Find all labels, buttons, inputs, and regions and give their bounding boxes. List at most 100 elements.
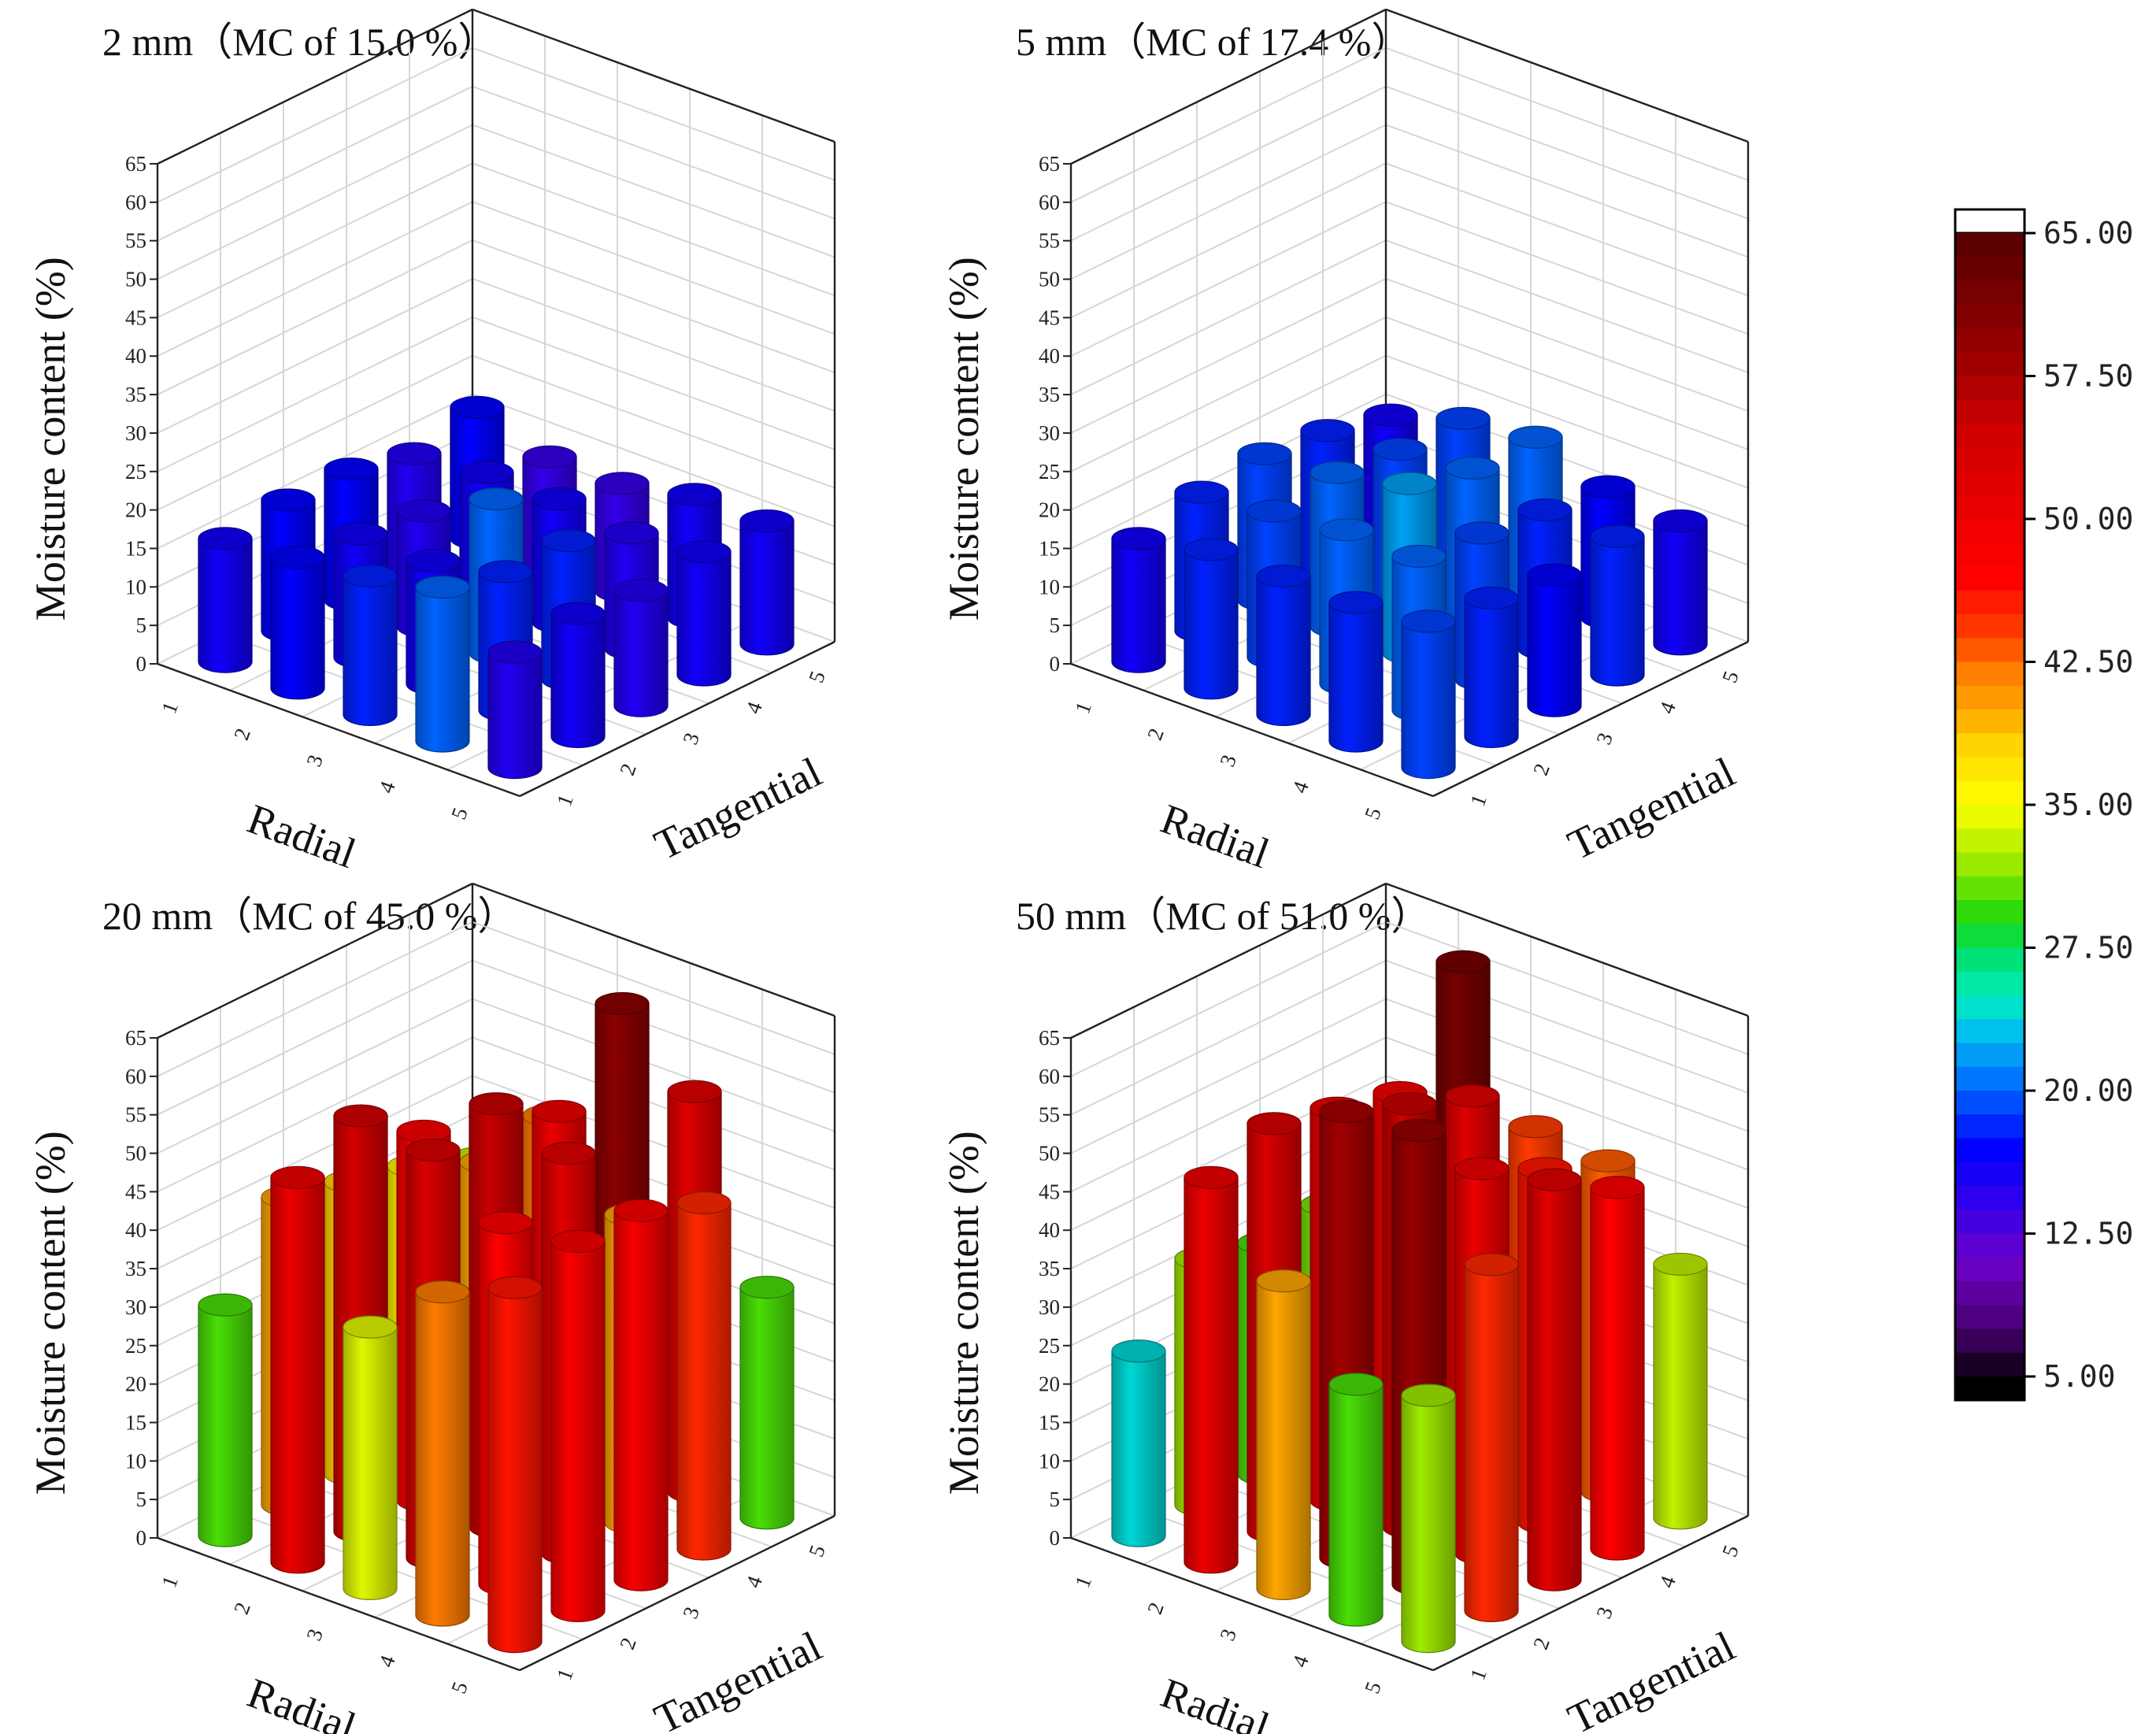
z-tick-label: 25 — [125, 460, 146, 484]
radial-tick-label: 5 — [446, 1679, 472, 1697]
cylinder-top — [487, 1276, 543, 1299]
z-tick-label: 30 — [1039, 421, 1060, 445]
cylinder-bar — [487, 640, 543, 780]
cylinder-top — [1328, 1373, 1384, 1396]
cylinder-bar — [198, 1293, 253, 1547]
z-tick-label: 50 — [125, 268, 146, 291]
cylinder-top — [541, 529, 596, 553]
z-tick-label: 10 — [125, 1449, 146, 1473]
z-grid-line — [157, 124, 835, 280]
z-tick-label: 40 — [1039, 1218, 1060, 1242]
cylinder-top — [667, 1080, 722, 1103]
box-edge — [472, 882, 835, 1017]
tangential-tick-label: 5 — [804, 668, 830, 686]
colorbar-band — [1955, 543, 2024, 568]
z-axis-title: Moisture content (%) — [940, 257, 987, 621]
cylinder-top — [739, 509, 795, 533]
radial-tick-label: 1 — [1070, 1573, 1096, 1591]
cylinder-top — [595, 991, 650, 1016]
cylinder-top — [1111, 1339, 1166, 1363]
box-edge — [1432, 640, 1749, 798]
z-tick-label: 60 — [1039, 1065, 1060, 1088]
tangential-tick-label: 2 — [615, 761, 641, 779]
z-tick-label: 0 — [136, 1526, 147, 1550]
colorbar-tick-label: 42.50 — [2043, 645, 2133, 680]
tangential-tick-label: 3 — [1591, 1603, 1617, 1621]
z-axis-title: Moisture content (%) — [940, 1131, 987, 1495]
box-edge — [1070, 882, 1387, 1039]
cylinder-top — [1401, 609, 1456, 633]
colorbar-tick-label: 57.50 — [2043, 359, 2133, 394]
cylinder-top — [1454, 521, 1510, 545]
cylinder-bar — [1527, 563, 1582, 717]
cylinder-top — [1247, 499, 1302, 523]
colorbar-band — [1955, 638, 2024, 663]
colorbar-band — [1955, 995, 2024, 1020]
z-tick-label: 35 — [1039, 383, 1060, 406]
tangential-axis-title: Tangential — [647, 748, 828, 869]
cylinder-bar — [1401, 1384, 1456, 1654]
z-tick-label: 50 — [125, 1142, 146, 1165]
cylinder-top — [487, 640, 543, 664]
z-grid-line — [1070, 124, 1749, 280]
colorbar: 65.00 57.50 50.00 42.50 35.00 27.50 20.00 12.50… — [1954, 208, 2133, 1402]
tangential-tick-label: 4 — [741, 698, 767, 717]
cylinder-bar — [1184, 1165, 1239, 1574]
cylinder-body — [415, 1291, 470, 1627]
z-grid-line — [157, 46, 835, 203]
cylinder-top — [1363, 403, 1418, 427]
colorbar-band — [1955, 900, 2024, 924]
z-tick-label: 45 — [1039, 306, 1060, 329]
z-tick-label: 5 — [1050, 1488, 1061, 1511]
cylinder-top — [1517, 498, 1573, 522]
radial-axis-title: Radial — [242, 795, 362, 877]
box-edge — [1385, 882, 1749, 1017]
colorbar-band — [1955, 424, 2024, 448]
cylinder-bar — [739, 509, 795, 656]
z-tick-label: 35 — [1039, 1257, 1060, 1280]
cylinder-top — [1590, 1176, 1645, 1199]
colorbar-band — [1955, 1162, 2024, 1187]
cylinder-top — [478, 560, 533, 584]
cylinder-body — [343, 575, 398, 726]
colorbar-tick-label: 20.00 — [2043, 1073, 2133, 1108]
tangential-tick-label: 4 — [1654, 1573, 1680, 1591]
cylinder-body — [487, 651, 543, 780]
colorbar-band — [1955, 399, 2024, 424]
z-tick-label: 30 — [125, 1295, 146, 1319]
radial-tick-label: 1 — [157, 698, 183, 717]
radial-tick-label: 4 — [374, 778, 400, 796]
z-tick-label: 0 — [136, 652, 147, 676]
z-grid-line — [157, 959, 835, 1116]
colorbar-band — [1955, 924, 2024, 949]
z-tick-label: 25 — [1039, 460, 1060, 484]
cylinder-body — [198, 538, 253, 673]
colorbar-tick-label: 65.00 — [2043, 216, 2133, 250]
chart-panel: 50 mm（MC of 51.0 %）051015202530354045505… — [940, 882, 1750, 1734]
colorbar-band — [1955, 447, 2024, 472]
z-tick-label: 10 — [1039, 575, 1060, 598]
cylinder-top — [1382, 472, 1437, 495]
colorbar-band — [1955, 1019, 2024, 1044]
z-tick-label: 55 — [125, 229, 146, 253]
cylinder-top — [406, 549, 461, 572]
cylinder-top — [270, 546, 325, 569]
cylinder-body — [1401, 621, 1456, 780]
cylinder-top — [1445, 456, 1500, 480]
z-tick-label: 55 — [1039, 1103, 1060, 1127]
chart-panel: 5 mm（MC of 17.4 %）0510152025303540455055… — [940, 8, 1750, 877]
cylinder-top — [595, 472, 650, 495]
tangential-tick-label: 1 — [1465, 1665, 1491, 1684]
chart-panel: 20 mm（MC of 45.0 %）051015202530354045505… — [27, 882, 836, 1734]
colorbar-band — [1955, 280, 2024, 306]
z-tick-label: 65 — [125, 152, 146, 176]
box-edge — [1070, 1536, 1434, 1672]
cylinder-top — [1454, 1157, 1510, 1180]
cylinder-top — [1319, 1099, 1374, 1124]
cylinder-bar — [1401, 609, 1456, 780]
colorbar-band — [1955, 376, 2024, 401]
z-tick-label: 45 — [125, 1180, 146, 1203]
cylinder-top — [261, 488, 316, 512]
tangential-tick-label: 3 — [1591, 729, 1617, 747]
cylinder-bar — [550, 602, 606, 748]
